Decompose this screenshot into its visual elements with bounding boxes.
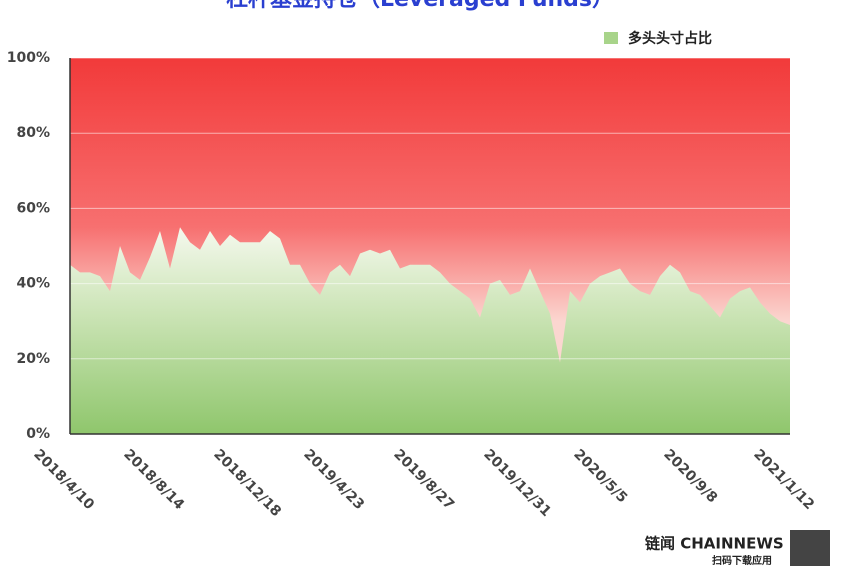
x-tick-label: 2018/4/10 (30, 446, 97, 513)
x-tick-label: 2020/5/5 (570, 446, 630, 506)
x-tick-label: 2021/1/12 (750, 446, 817, 513)
x-tick-label: 2018/12/18 (210, 446, 284, 520)
y-tick-label: 60% (16, 200, 50, 216)
x-tick-label: 2018/8/14 (120, 446, 187, 513)
legend-label: 多头头寸占比 (628, 30, 712, 47)
x-tick-label: 2019/4/23 (300, 446, 367, 513)
footer-brand: 链闻 CHAINNEWS (645, 535, 784, 553)
y-tick-label: 0% (26, 426, 50, 442)
y-tick-label: 40% (16, 276, 50, 292)
x-tick-label: 2020/9/8 (660, 446, 720, 506)
x-tick-label: 2019/12/31 (480, 446, 554, 520)
y-tick-label: 80% (16, 125, 50, 141)
x-tick-label: 2019/8/27 (390, 446, 457, 513)
legend-swatch (604, 32, 618, 44)
footer-caption: 扫码下载应用 (712, 554, 772, 566)
y-tick-label: 100% (7, 50, 50, 66)
qr-code (790, 530, 830, 566)
area (70, 227, 790, 434)
y-tick-label: 20% (16, 351, 50, 367)
chart-title: 杠杆基金持仓（Leveraged Funds） (226, 0, 614, 12)
